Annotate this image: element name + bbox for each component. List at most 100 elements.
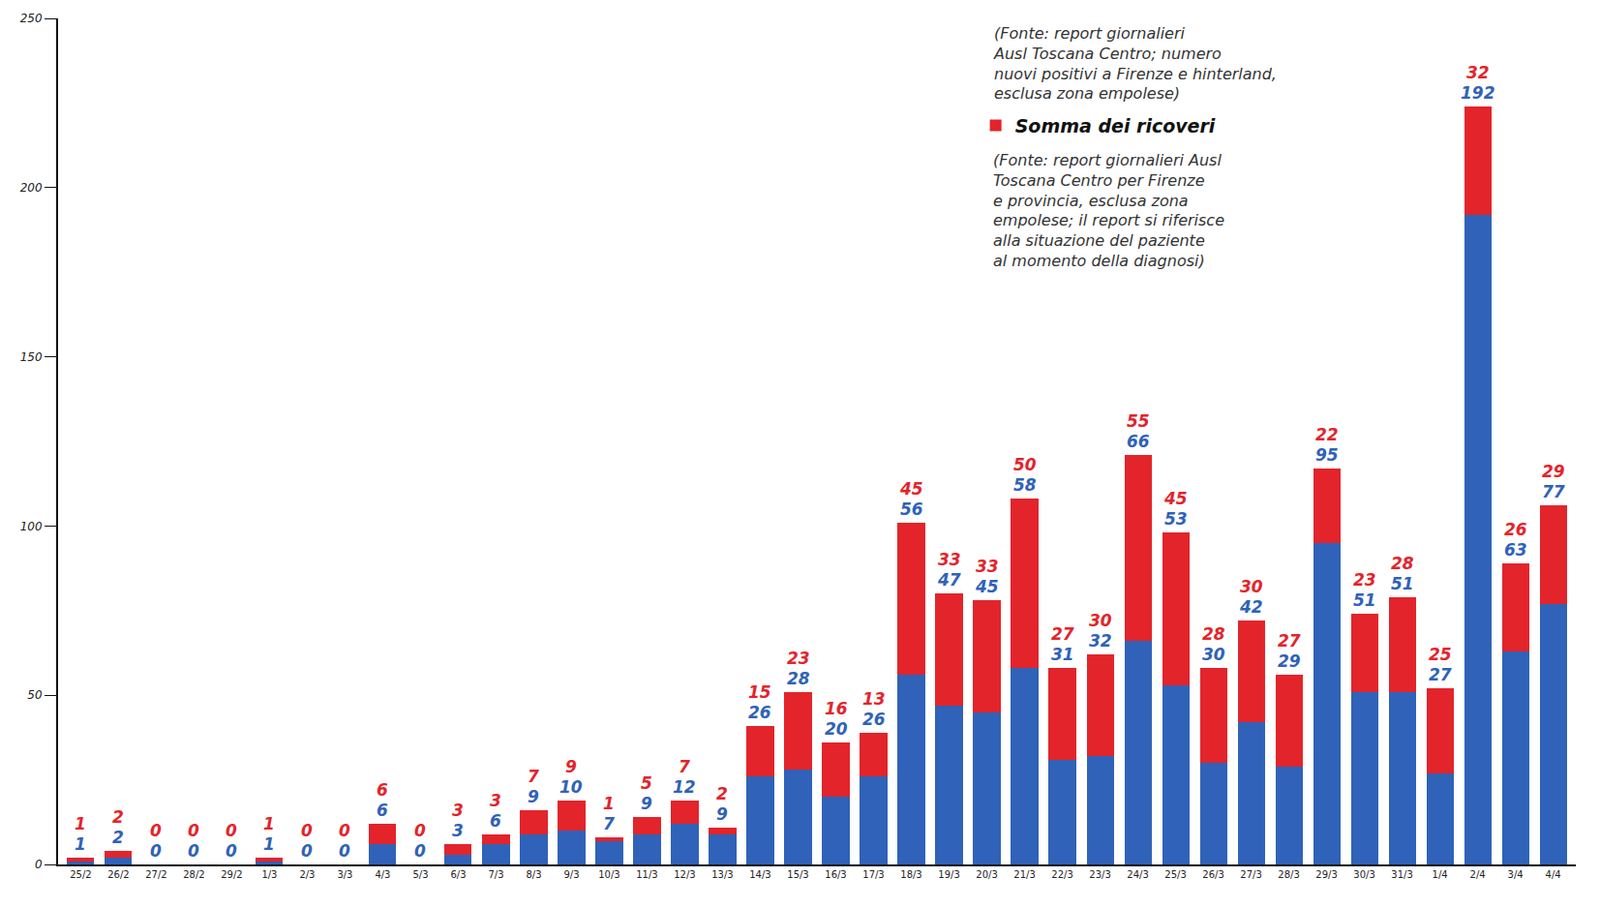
svg-text:42: 42 [1238,597,1264,617]
svg-text:6: 6 [376,780,389,800]
svg-text:24/3: 24/3 [1126,869,1148,880]
svg-text:0: 0 [150,820,162,841]
svg-text:18/3: 18/3 [900,869,922,880]
svg-text:55: 55 [1126,411,1150,431]
svg-text:1/4: 1/4 [1432,869,1449,880]
svg-text:9: 9 [527,786,540,807]
svg-text:2: 2 [716,784,728,804]
svg-text:5/3: 5/3 [412,869,428,880]
svg-text:10/3: 10/3 [598,869,620,880]
svg-text:28/2: 28/2 [182,869,205,880]
svg-text:26/2: 26/2 [107,869,129,880]
svg-text:22: 22 [1315,424,1339,445]
svg-text:27/3: 27/3 [1239,869,1262,880]
svg-text:2/3: 2/3 [299,869,315,880]
svg-text:0: 0 [338,841,351,861]
svg-text:12: 12 [672,777,696,797]
svg-text:192: 192 [1460,83,1496,103]
svg-text:66: 66 [1126,431,1150,452]
svg-text:(Fonte: report giornalieri Aus: (Fonte: report giornalieri AuslToscana C… [993,150,1225,271]
svg-text:26/3: 26/3 [1202,869,1224,880]
svg-text:11/3: 11/3 [635,869,658,880]
svg-text:32: 32 [1088,631,1113,651]
svg-text:12/3: 12/3 [673,869,695,880]
svg-text:4/4: 4/4 [1545,869,1562,880]
svg-text:0: 0 [34,857,43,872]
svg-text:23/3: 23/3 [1088,869,1111,880]
svg-text:0: 0 [150,841,162,861]
svg-text:29/3: 29/3 [1315,869,1337,880]
svg-text:15: 15 [748,682,772,702]
svg-text:56: 56 [900,499,924,519]
svg-text:6: 6 [489,811,502,831]
svg-text:0: 0 [301,820,313,841]
svg-text:(Fonte: report giornalieriAusl: (Fonte: report giornalieriAusl Toscana C… [993,24,1277,103]
svg-text:250: 250 [20,11,43,26]
svg-text:45: 45 [1163,488,1188,509]
svg-text:1/3: 1/3 [261,869,277,880]
svg-text:29/2: 29/2 [220,869,242,880]
svg-text:4/3: 4/3 [374,869,391,880]
svg-text:150: 150 [20,350,43,364]
svg-text:7: 7 [678,756,691,777]
svg-text:50: 50 [27,688,43,702]
svg-text:3: 3 [452,800,464,820]
svg-text:9/3: 9/3 [563,869,579,880]
svg-text:51: 51 [1353,590,1377,610]
svg-text:23: 23 [786,648,811,668]
svg-text:25/2: 25/2 [69,869,91,880]
svg-text:1: 1 [263,834,275,854]
svg-text:21/3: 21/3 [1013,869,1035,880]
svg-text:0: 0 [414,841,426,861]
svg-text:28/3: 28/3 [1277,869,1299,880]
svg-text:29: 29 [1277,651,1301,671]
svg-text:27: 27 [1277,631,1301,651]
svg-text:29: 29 [1541,461,1566,482]
svg-text:2/4: 2/4 [1470,869,1486,880]
svg-text:0: 0 [301,841,313,861]
svg-text:9: 9 [716,804,728,824]
svg-text:0: 0 [187,820,200,841]
svg-text:63: 63 [1504,540,1528,560]
svg-text:0: 0 [414,820,426,841]
svg-text:28: 28 [786,668,811,689]
svg-text:8/3: 8/3 [525,869,542,880]
svg-text:53: 53 [1164,509,1188,529]
svg-text:200: 200 [20,181,43,195]
svg-text:6/3: 6/3 [450,869,466,880]
svg-text:26: 26 [862,709,886,729]
svg-text:28: 28 [1202,624,1226,644]
svg-text:77: 77 [1541,482,1566,502]
svg-text:20/3: 20/3 [975,869,997,880]
svg-text:3/4: 3/4 [1508,869,1524,880]
svg-text:31: 31 [1051,644,1075,665]
svg-text:22/3: 22/3 [1051,869,1073,880]
svg-text:9: 9 [640,793,653,814]
svg-text:27/2: 27/2 [145,869,167,880]
svg-text:10: 10 [559,777,583,797]
svg-text:100: 100 [20,519,43,534]
svg-text:27: 27 [1051,624,1075,644]
svg-text:6: 6 [376,800,389,820]
svg-text:19/3: 19/3 [937,869,960,880]
svg-text:0: 0 [187,841,200,861]
svg-text:30/3: 30/3 [1353,869,1375,880]
svg-text:7: 7 [603,814,615,834]
svg-text:25: 25 [1428,644,1452,665]
svg-text:9: 9 [565,756,577,777]
svg-text:25/3: 25/3 [1164,869,1186,880]
svg-text:58: 58 [1013,475,1037,495]
svg-text:23: 23 [1353,570,1377,590]
svg-text:15/3: 15/3 [786,869,809,880]
svg-text:3/3: 3/3 [336,869,353,880]
svg-text:0: 0 [225,820,238,841]
svg-text:26: 26 [1504,519,1528,540]
svg-text:13/3: 13/3 [711,869,733,880]
svg-text:27: 27 [1428,664,1452,685]
svg-text:45: 45 [899,479,924,499]
svg-text:14/3: 14/3 [749,869,771,880]
svg-text:5: 5 [640,773,653,793]
svg-text:16: 16 [824,698,848,719]
svg-text:17/3: 17/3 [862,869,884,880]
svg-text:3: 3 [452,820,464,841]
